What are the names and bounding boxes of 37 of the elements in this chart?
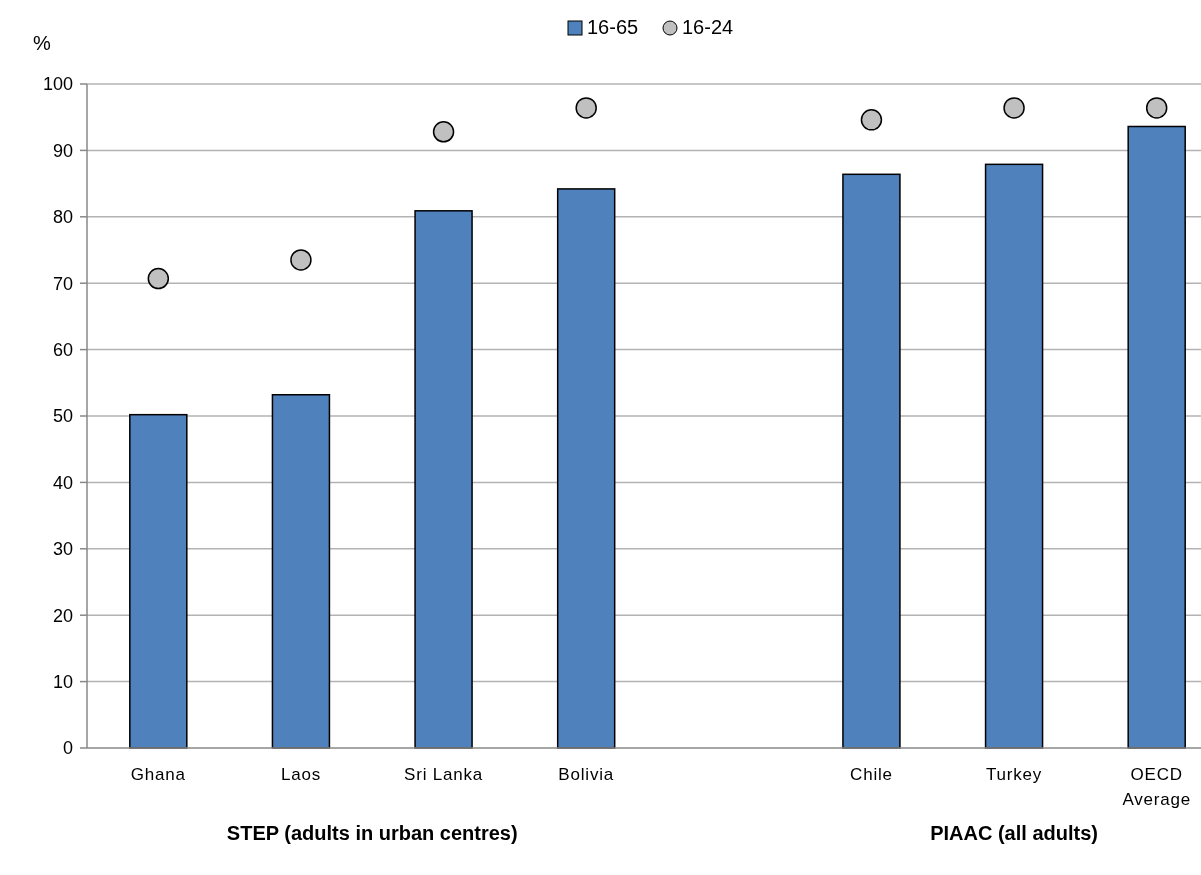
text: PIAAC (all adults) [930,822,1098,844]
point [1145,97,1168,119]
legend-label: 16-24 [682,16,734,38]
y-tick-label: 0 [62,738,73,759]
bar [984,163,1044,749]
bar [1127,125,1186,749]
text: STEP (adults in urban centres) [226,822,518,844]
x-tick-label: OECD Average [1122,765,1191,809]
point [1003,97,1025,119]
x-tick-label: Laos [280,765,321,784]
bar [271,394,331,749]
point [575,97,597,119]
y-tick-label: 80 [52,207,73,228]
point [432,121,455,143]
y-tick-label: 40 [52,472,73,493]
legend-label: 16-65 [587,16,639,38]
bar [129,413,188,749]
x-tick-label: Ghana [130,765,186,784]
y-tick-label: 60 [52,339,73,360]
y-tick-label: 90 [52,140,73,161]
y-tick-label: 30 [52,539,73,560]
y-tick-label: 20 [52,605,73,626]
y-tick-label: 10 [52,671,73,692]
x-tick-label: Bolivia [558,765,615,784]
x-tick-label: Sri Lanka [404,765,484,784]
x-tick-label: Chile [850,765,893,784]
point [860,109,883,131]
x-tick-label: Turkey [986,765,1043,784]
bar [414,210,473,749]
y-tick-label: 50 [52,406,73,427]
point [147,267,170,290]
y-tick-label: 100 [42,74,73,95]
y-axis-title: % [33,32,52,54]
y-tick-label: 70 [52,273,73,294]
point [290,249,312,271]
bar [556,188,616,749]
bar [842,173,901,749]
